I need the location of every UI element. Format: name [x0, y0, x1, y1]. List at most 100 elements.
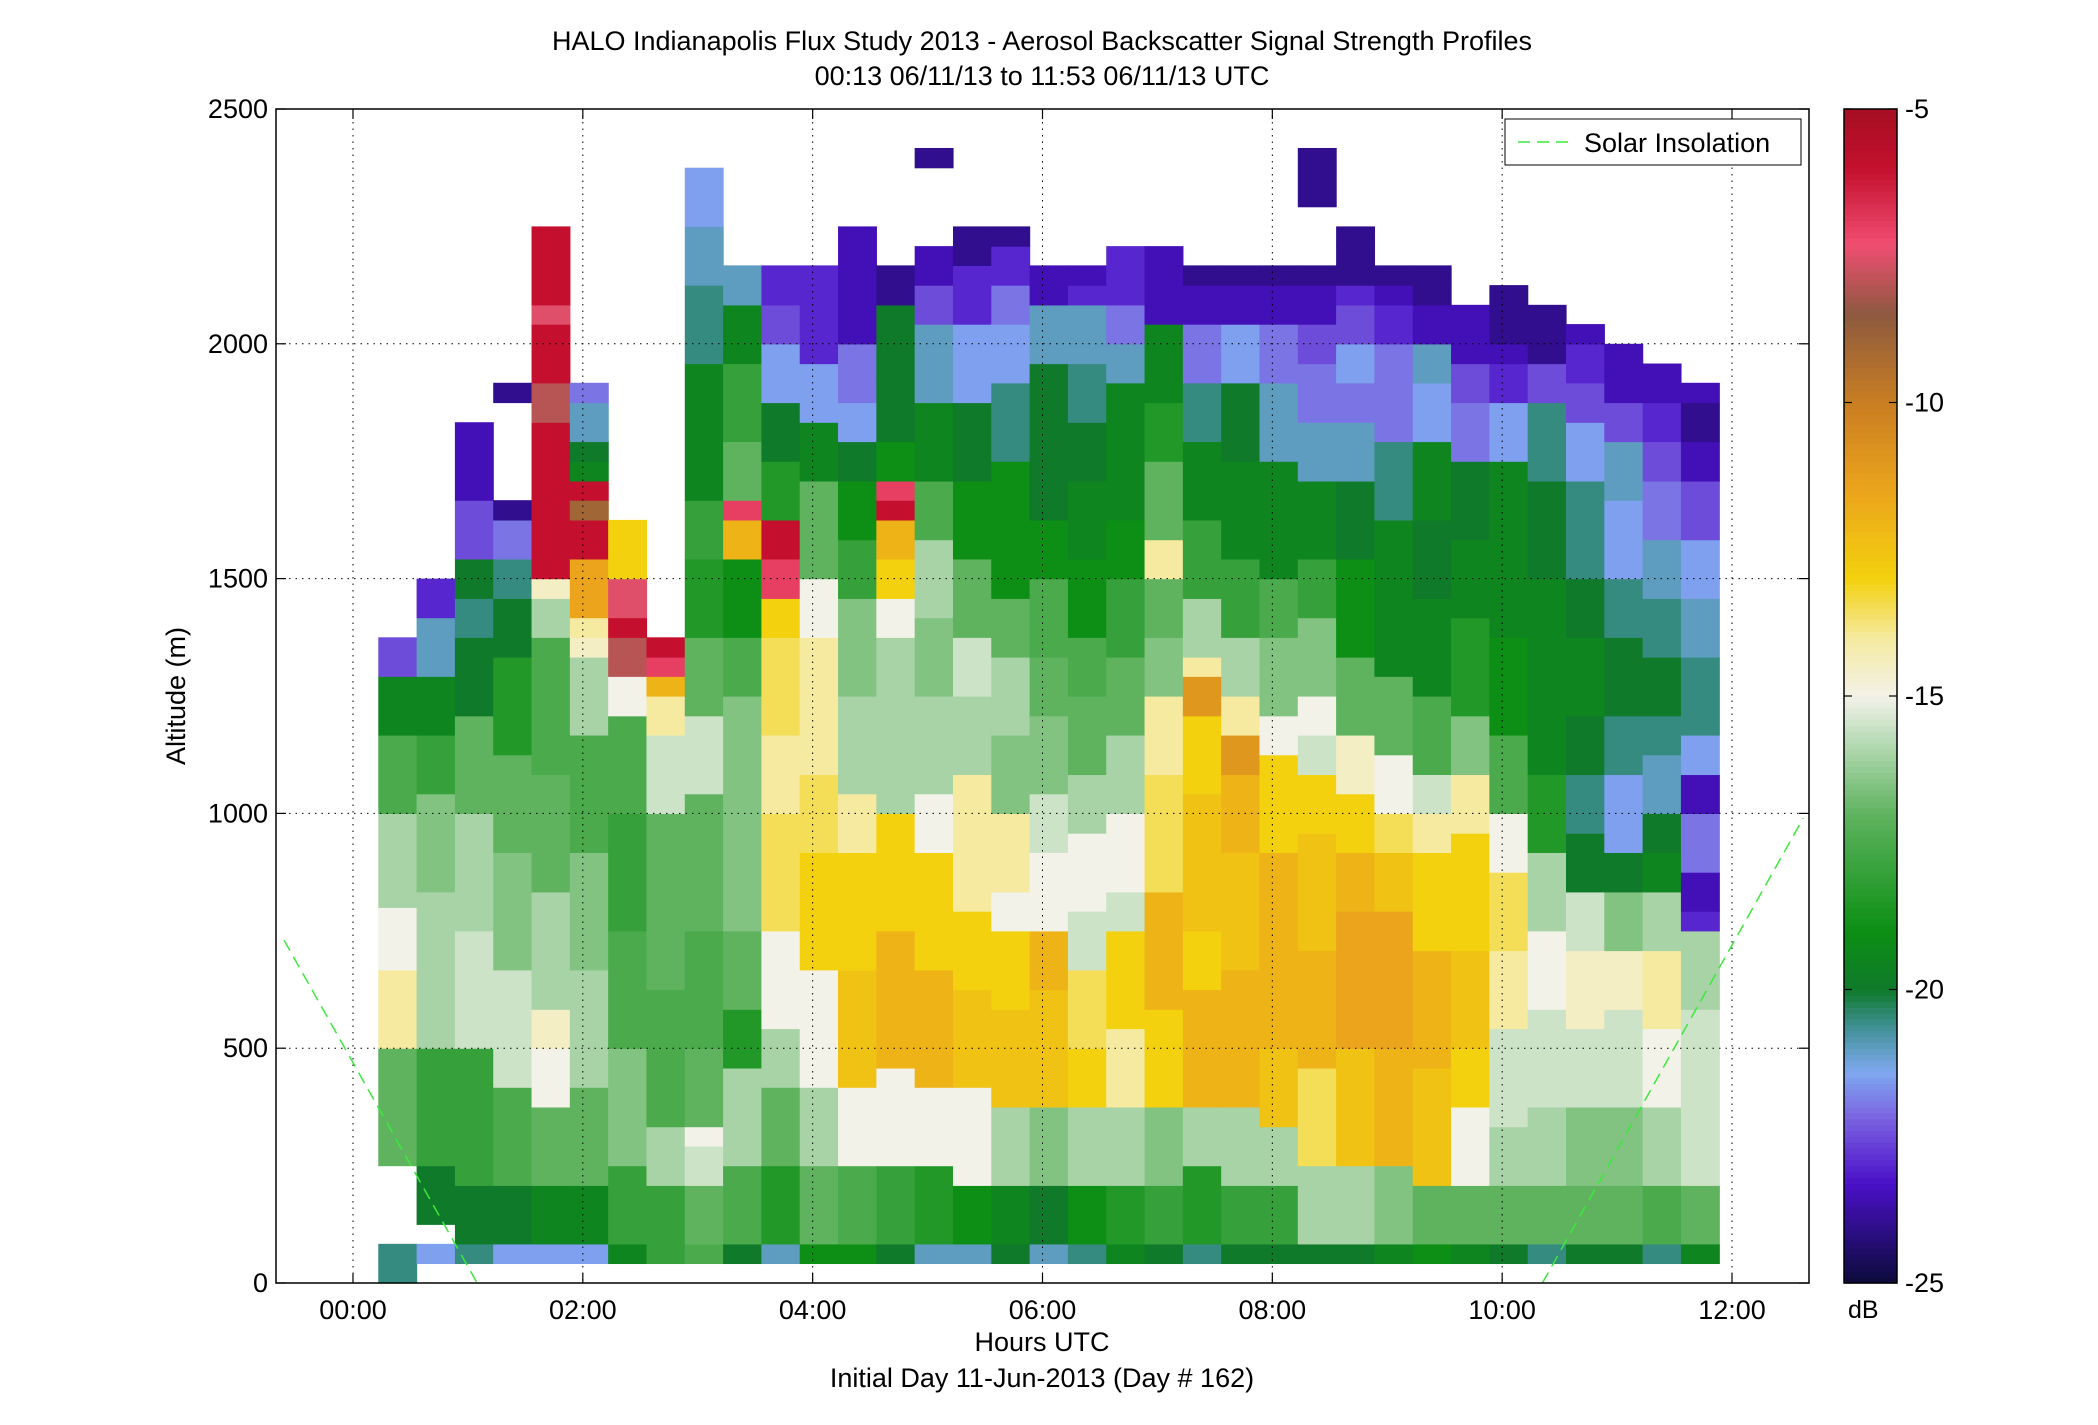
heatmap-cell [493, 519, 533, 560]
heatmap-cell [1029, 1243, 1069, 1265]
heatmap-cell [1297, 1067, 1337, 1167]
colorbar-stripe [1844, 807, 1897, 814]
heatmap-cell [684, 500, 724, 560]
heatmap-cell [493, 382, 533, 404]
colorbar-stripe [1844, 478, 1897, 486]
heatmap-cell [723, 265, 763, 306]
colorbar-stripe [1844, 514, 1897, 521]
colorbar-stripe [1844, 537, 1897, 544]
heatmap-cell [416, 1048, 456, 1167]
colorbar-stripe [1844, 1136, 1897, 1143]
heatmap-cell [1259, 324, 1299, 384]
heatmap-cell [952, 558, 992, 638]
heatmap-cell [1336, 1243, 1376, 1265]
heatmap-cell [914, 285, 954, 325]
colorbar-stripe [1844, 279, 1897, 286]
heatmap-cell [1604, 500, 1644, 580]
heatmap-cell [454, 1185, 494, 1245]
heatmap-cell [569, 657, 609, 736]
heatmap-cell [378, 637, 418, 677]
solar-insolation-series [283, 817, 1804, 1284]
heatmap-cell [1106, 891, 1146, 932]
heatmap-cell [531, 382, 571, 423]
heatmap-cell [1221, 734, 1261, 776]
heatmap-cell [646, 1243, 686, 1265]
heatmap-cell [493, 1185, 533, 1245]
heatmap-cell [1489, 402, 1529, 462]
colorbar-stripe [1844, 443, 1897, 451]
colorbar-stripe [1844, 314, 1897, 321]
heatmap-cell [493, 1087, 533, 1186]
heatmap-cell [1527, 1106, 1567, 1186]
colorbar-tick-label: -10 [1905, 388, 1944, 418]
heatmap-cell [608, 813, 648, 932]
heatmap-cell [569, 558, 609, 619]
legend-box [1504, 118, 1802, 166]
colorbar-stripe [1844, 185, 1897, 192]
heatmap-cell [761, 304, 801, 345]
heatmap-cell [1259, 578, 1299, 638]
heatmap-cell [991, 246, 1031, 286]
heatmap-cell [1067, 1106, 1107, 1186]
heatmap-cell [684, 285, 724, 365]
chart-title: HALO Indianapolis Flux Study 2013 - Aero… [552, 26, 1532, 56]
heatmap-cell [1221, 774, 1261, 853]
heatmap-cell [1297, 558, 1337, 619]
heatmap-cell [1259, 1243, 1299, 1265]
heatmap-cell [876, 441, 916, 482]
heatmap-cell [531, 324, 571, 345]
heatmap-cell [1412, 382, 1452, 443]
heatmap-cell [1489, 1126, 1529, 1186]
colorbar-stripe [1844, 883, 1897, 891]
heatmap-cell [493, 852, 533, 971]
x-tick-label: 12:00 [1698, 1295, 1766, 1325]
colorbar-stripe [1844, 109, 1897, 116]
heatmap-cell [799, 422, 839, 482]
colorbar-stripe [1844, 607, 1897, 615]
heatmap-cell [761, 1087, 801, 1167]
heatmap-cell [914, 246, 954, 286]
heatmap-cell [761, 1165, 801, 1245]
heatmap-cell [608, 578, 648, 619]
heatmap-cell [799, 578, 839, 638]
heatmap-cell [531, 422, 571, 501]
heatmap-cell [608, 1165, 648, 1245]
grid-lines [276, 109, 1809, 1283]
heatmap-cell [1412, 950, 1452, 1069]
colorbar-stripe [1844, 831, 1897, 838]
heatmap-cell [914, 1243, 954, 1265]
colorbar-stripe [1844, 326, 1897, 333]
heatmap-cell [1680, 1009, 1720, 1108]
heatmap-cell [646, 696, 686, 736]
heatmap-cell [608, 519, 648, 580]
colorbar-stripe [1844, 320, 1897, 327]
heatmap-cell [1604, 1009, 1644, 1108]
colorbar-stripe [1844, 725, 1897, 732]
heatmap-cell [1297, 167, 1337, 208]
heatmap-cell [1374, 598, 1414, 677]
colorbar-stripe [1844, 625, 1897, 633]
heatmap-cell [1067, 304, 1107, 365]
heatmap-cell [1336, 480, 1376, 560]
heatmap-cell [684, 558, 724, 638]
colorbar-stripe [1844, 760, 1897, 768]
heatmap-cell [1221, 1243, 1261, 1265]
heatmap-cell [914, 793, 954, 853]
heatmap-cell [1106, 734, 1146, 814]
heatmap-cell [1680, 1106, 1720, 1186]
heatmap-cell [1259, 930, 1299, 1049]
heatmap-cell [799, 1243, 839, 1265]
heatmap-cell [723, 558, 763, 638]
colorbar-stripe [1844, 836, 1897, 844]
y-tick-label: 2000 [208, 329, 268, 359]
heatmap-cell [914, 617, 954, 697]
colorbar-stripe [1844, 772, 1897, 779]
heatmap-cell [1604, 774, 1644, 814]
heatmap-cell [1106, 1243, 1146, 1265]
colorbar-stripe [1844, 613, 1897, 621]
heatmap-cell [416, 793, 456, 893]
heatmap-cell [723, 793, 763, 932]
heatmap-cell [1604, 637, 1644, 717]
colorbar-stripe [1844, 754, 1897, 762]
heatmap-cell [684, 226, 724, 286]
